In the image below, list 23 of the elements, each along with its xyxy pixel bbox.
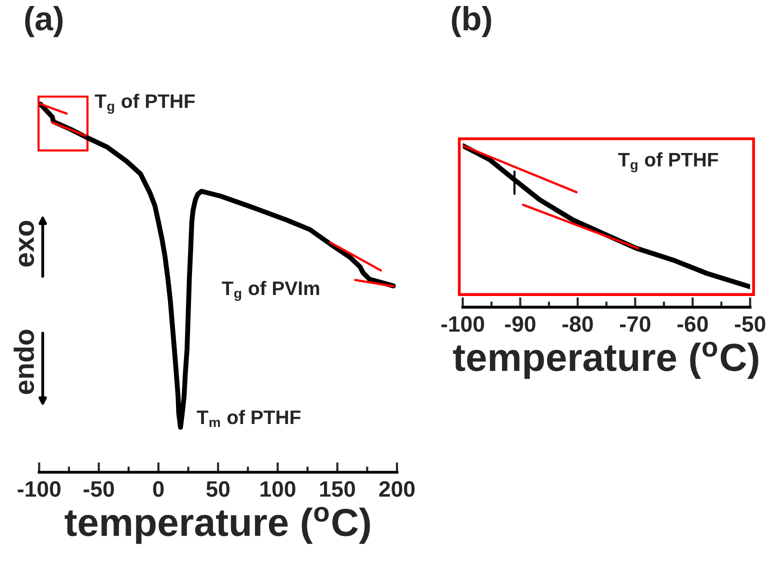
- annotation: T$_{g}$ of PVIm: [222, 280, 320, 301]
- x-axis-title: temperature ($^{o}$C): [453, 342, 758, 379]
- x-tick-label: 100: [260, 481, 296, 497]
- annotation: T$_{g}$ of PTHF: [618, 152, 718, 172]
- x-tick-label: -50: [734, 316, 766, 332]
- x-tick-label: -90: [505, 316, 536, 332]
- x-tick-label: -100: [18, 481, 60, 497]
- x-tick-label: -100: [441, 316, 484, 332]
- chart-title: (b): [452, 6, 492, 38]
- text: exo: [18, 220, 34, 267]
- x-tick-label: 50: [206, 481, 230, 497]
- text: endo: [14, 330, 34, 394]
- x-tick-label: 150: [320, 481, 355, 497]
- annotation: T$_{g}$ of PTHF: [94, 94, 195, 114]
- x-axis-title: temperature ($^{o}$C): [64, 506, 370, 544]
- x-tick-label: -60: [677, 316, 708, 332]
- x-tick-label: -50: [84, 481, 114, 497]
- x-tick-label: -80: [562, 316, 593, 332]
- x-tick-label: 200: [379, 481, 415, 497]
- chart-title: (a): [25, 6, 63, 38]
- x-tick-label: -70: [620, 316, 650, 332]
- x-tick-label: 0: [153, 481, 164, 497]
- annotation: T$_{m}$ of PTHF: [196, 410, 300, 428]
